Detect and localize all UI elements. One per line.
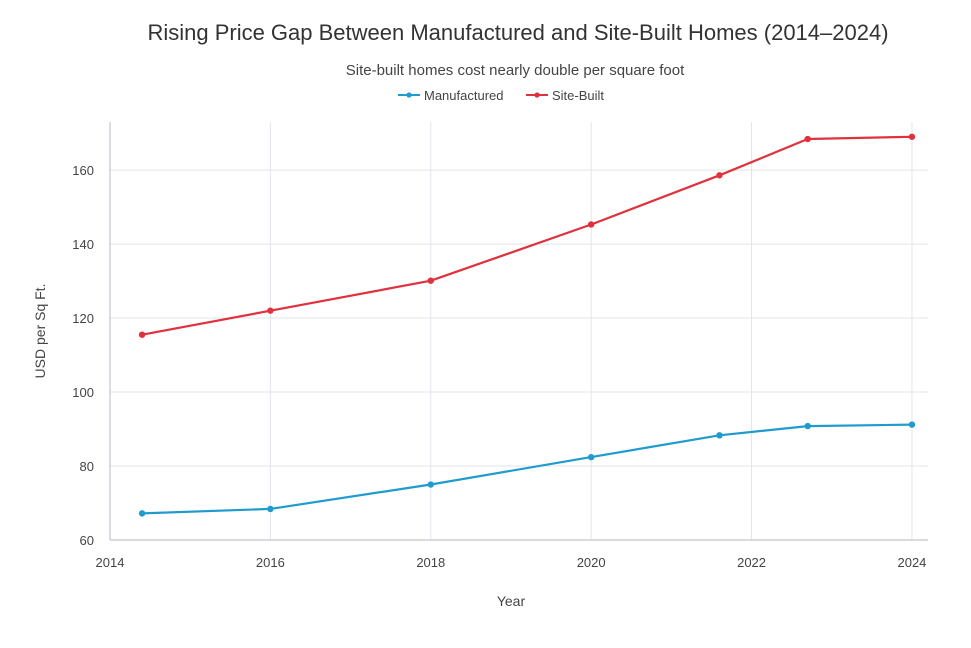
data-series xyxy=(138,133,916,517)
x-tick-label: 2020 xyxy=(577,555,606,570)
data-point-manufactured[interactable] xyxy=(587,453,595,461)
legend-label-manufactured: Manufactured xyxy=(424,88,504,103)
y-tick-label: 160 xyxy=(72,163,94,178)
y-tick-labels: 60 80 100 120 140 160 xyxy=(72,163,94,548)
y-tick-label: 140 xyxy=(72,237,94,252)
x-tick-label: 2022 xyxy=(737,555,766,570)
y-tick-label: 80 xyxy=(80,459,94,474)
data-point-site-built[interactable] xyxy=(267,307,274,314)
y-tick-label: 100 xyxy=(72,385,94,400)
data-point-manufactured[interactable] xyxy=(138,510,146,517)
data-point-manufactured[interactable] xyxy=(267,505,274,513)
y-tick-label: 120 xyxy=(72,311,94,326)
x-tick-labels: 2014 2016 2018 2020 2022 2024 xyxy=(96,555,927,570)
legend-marker-manufactured xyxy=(406,92,412,98)
legend-label-site-built: Site-Built xyxy=(552,88,604,103)
data-point-manufactured[interactable] xyxy=(908,421,916,428)
legend-marker-site-built xyxy=(534,92,540,98)
gridlines xyxy=(110,122,928,540)
data-point-manufactured[interactable] xyxy=(427,481,434,488)
x-tick-label: 2014 xyxy=(96,555,125,570)
data-point-manufactured[interactable] xyxy=(804,422,811,430)
data-point-site-built[interactable] xyxy=(138,331,146,338)
legend-item-manufactured[interactable]: Manufactured xyxy=(398,88,504,103)
data-point-site-built[interactable] xyxy=(716,172,723,179)
legend-item-site-built[interactable]: Site-Built xyxy=(526,88,604,103)
chart-title: Rising Price Gap Between Manufactured an… xyxy=(147,20,888,45)
x-tick-label: 2024 xyxy=(897,555,926,570)
series-line-manufactured[interactable] xyxy=(141,423,914,515)
data-point-site-built[interactable] xyxy=(427,277,434,284)
data-point-manufactured[interactable] xyxy=(716,432,723,439)
data-point-site-built[interactable] xyxy=(908,133,916,140)
x-axis-label: Year xyxy=(497,593,526,609)
legend: Manufactured Site-Built xyxy=(398,88,604,103)
x-tick-label: 2016 xyxy=(256,555,285,570)
data-point-site-built[interactable] xyxy=(804,135,811,143)
x-tick-label: 2018 xyxy=(416,555,445,570)
y-axis-label: USD per Sq Ft. xyxy=(32,284,48,379)
data-point-site-built[interactable] xyxy=(587,221,595,228)
chart-subtitle: Site-built homes cost nearly double per … xyxy=(346,62,685,79)
series-line-site-built[interactable] xyxy=(141,135,914,336)
y-tick-label: 60 xyxy=(80,533,94,548)
axes xyxy=(109,122,928,541)
